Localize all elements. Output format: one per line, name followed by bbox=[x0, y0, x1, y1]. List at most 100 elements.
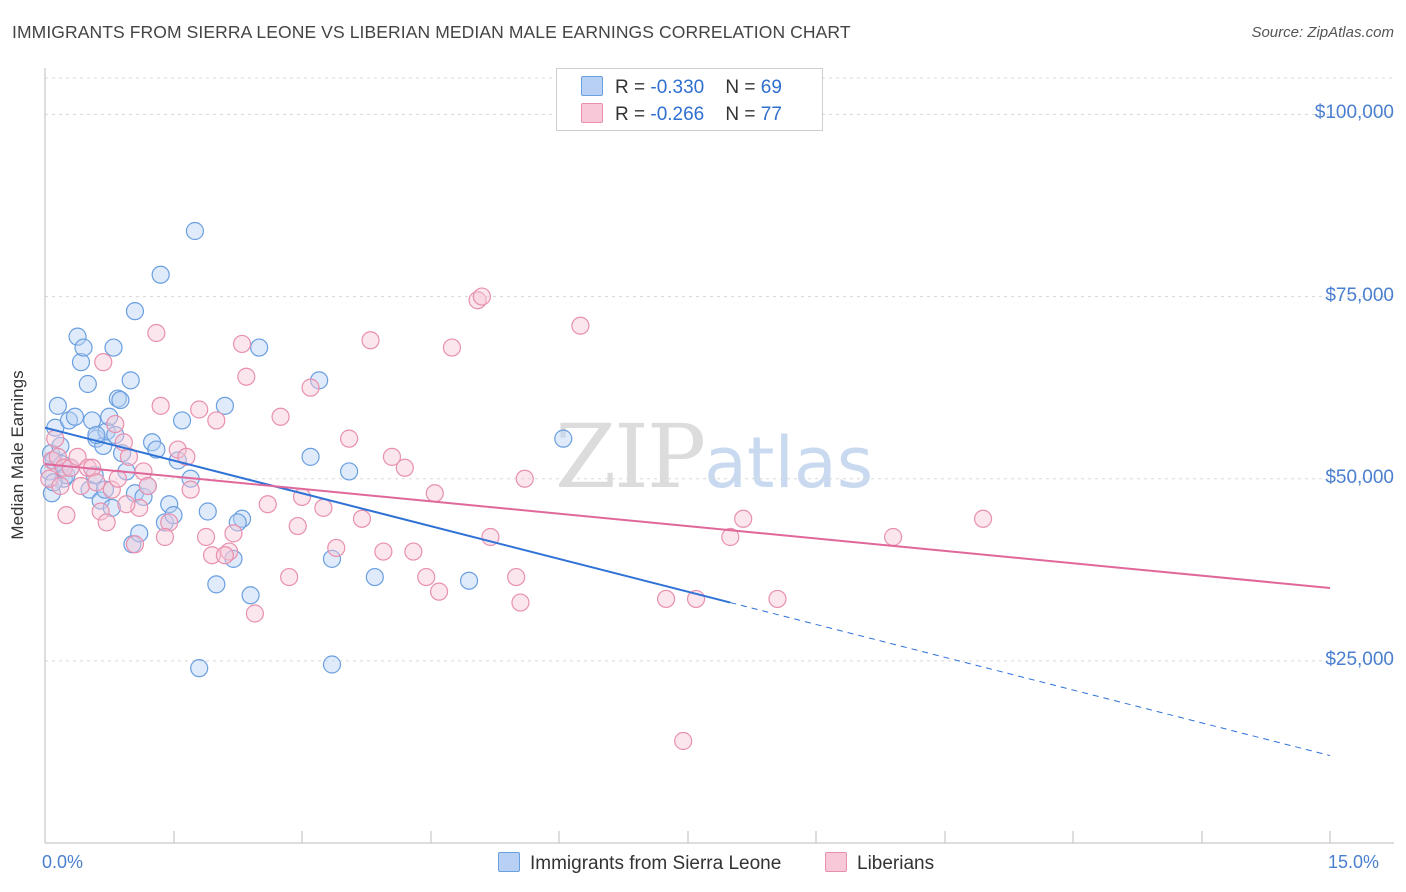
point-sierra-leone bbox=[111, 390, 130, 410]
y-tick-label: $50,000 bbox=[1325, 466, 1394, 488]
point-liberians bbox=[207, 411, 226, 430]
point-sierra-leone bbox=[215, 396, 234, 415]
point-sierra-leone bbox=[104, 338, 123, 357]
legend-row-sierra-leone: R = -0.330 N = 69 bbox=[581, 76, 782, 99]
trendline-sierra-leone-extension bbox=[730, 602, 1331, 757]
point-liberians bbox=[125, 535, 145, 554]
point-liberians bbox=[94, 353, 113, 372]
point-liberians bbox=[515, 469, 534, 488]
bottom-legend-label: Liberians bbox=[857, 853, 935, 874]
point-liberians bbox=[181, 480, 200, 499]
chart-title: IMMIGRANTS FROM SIERRA LEONE VS LIBERIAN… bbox=[12, 22, 851, 42]
legend-r-value: -0.330 bbox=[650, 77, 705, 98]
point-sierra-leone bbox=[125, 302, 145, 321]
point-liberians bbox=[511, 593, 530, 612]
chart-source: Source: ZipAtlas.com bbox=[1251, 24, 1394, 41]
point-sierra-leone bbox=[322, 655, 342, 674]
point-liberians bbox=[155, 527, 175, 547]
legend-n-value: 69 bbox=[760, 77, 782, 98]
legend-n-label: N = bbox=[725, 77, 761, 98]
point-sierra-leone bbox=[147, 440, 166, 459]
watermark-zip: ZIP bbox=[555, 405, 706, 508]
point-liberians bbox=[108, 469, 127, 488]
point-liberians bbox=[237, 367, 256, 386]
point-liberians bbox=[40, 469, 59, 488]
point-liberians bbox=[134, 462, 153, 481]
point-liberians bbox=[215, 546, 234, 565]
point-sierra-leone bbox=[459, 571, 479, 590]
point-liberians bbox=[507, 567, 526, 587]
point-sierra-leone bbox=[134, 487, 153, 507]
legend-r-label: R = bbox=[615, 77, 651, 98]
stats-legend: R = -0.330 N = 69 R = -0.266 N = 77 bbox=[556, 68, 823, 131]
legend-r-value: -0.266 bbox=[650, 104, 705, 125]
point-liberians bbox=[374, 542, 393, 561]
point-liberians bbox=[232, 334, 252, 354]
point-sierra-leone bbox=[228, 513, 247, 532]
point-liberians bbox=[442, 338, 462, 357]
legend-row-liberians: R = -0.266 N = 77 bbox=[581, 103, 782, 126]
point-liberians bbox=[54, 458, 73, 477]
x-tick-min: 0.0% bbox=[42, 852, 84, 872]
point-liberians bbox=[71, 476, 91, 496]
point-liberians bbox=[271, 407, 290, 426]
x-tick-max: 15.0% bbox=[1328, 852, 1380, 872]
point-sierra-leone bbox=[83, 411, 102, 430]
y-tick-label: $75,000 bbox=[1325, 284, 1394, 306]
point-liberians bbox=[429, 582, 449, 601]
point-sierra-leone bbox=[198, 502, 217, 521]
legend-swatch-pink bbox=[581, 103, 603, 123]
point-sierra-leone bbox=[340, 462, 359, 481]
point-liberians bbox=[340, 429, 359, 448]
point-liberians bbox=[973, 509, 993, 528]
point-liberians bbox=[147, 323, 166, 343]
point-sierra-leone bbox=[130, 524, 149, 543]
point-liberians bbox=[102, 480, 121, 499]
legend-r-label: R = bbox=[615, 104, 651, 125]
point-liberians bbox=[472, 287, 491, 306]
point-liberians bbox=[245, 604, 264, 623]
point-liberians bbox=[721, 527, 740, 547]
trendline-sierra-leone bbox=[44, 426, 731, 604]
point-liberians bbox=[106, 414, 125, 434]
point-liberians bbox=[352, 509, 372, 528]
bottom-legend-liberians: Liberians bbox=[825, 852, 934, 875]
bottom-legend-label: Immigrants from Sierra Leone bbox=[530, 853, 782, 874]
point-sierra-leone bbox=[121, 371, 140, 390]
point-liberians bbox=[117, 495, 136, 514]
point-liberians bbox=[417, 567, 436, 587]
point-liberians bbox=[327, 538, 346, 558]
legend-n-value: 77 bbox=[760, 104, 782, 125]
watermark: ZIPatlas bbox=[555, 405, 873, 508]
point-sierra-leone bbox=[190, 659, 209, 678]
point-sierra-leone bbox=[207, 575, 226, 594]
point-liberians bbox=[87, 473, 106, 492]
point-sierra-leone bbox=[185, 221, 205, 241]
point-sierra-leone bbox=[250, 338, 269, 357]
point-liberians bbox=[571, 316, 590, 335]
point-sierra-leone bbox=[68, 327, 87, 346]
point-liberians bbox=[280, 567, 299, 587]
point-sierra-leone bbox=[172, 411, 192, 430]
point-liberians bbox=[656, 589, 676, 609]
point-sierra-leone bbox=[322, 549, 342, 568]
point-liberians bbox=[91, 502, 110, 521]
point-sierra-leone bbox=[74, 338, 93, 357]
legend-n-label: N = bbox=[725, 104, 761, 125]
point-sierra-leone bbox=[301, 447, 320, 466]
point-liberians bbox=[57, 506, 76, 525]
point-liberians bbox=[288, 516, 307, 536]
point-liberians bbox=[674, 731, 693, 751]
point-liberians bbox=[768, 589, 787, 609]
point-liberians bbox=[190, 400, 209, 419]
point-liberians bbox=[151, 396, 170, 415]
point-liberians bbox=[883, 527, 903, 547]
bottom-legend-swatch-blue bbox=[498, 852, 520, 872]
point-liberians bbox=[138, 476, 157, 496]
point-liberians bbox=[301, 378, 320, 397]
point-liberians bbox=[395, 458, 414, 477]
point-sierra-leone bbox=[65, 407, 85, 426]
point-sierra-leone bbox=[85, 465, 104, 485]
point-liberians bbox=[734, 509, 753, 528]
point-liberians bbox=[224, 524, 243, 543]
